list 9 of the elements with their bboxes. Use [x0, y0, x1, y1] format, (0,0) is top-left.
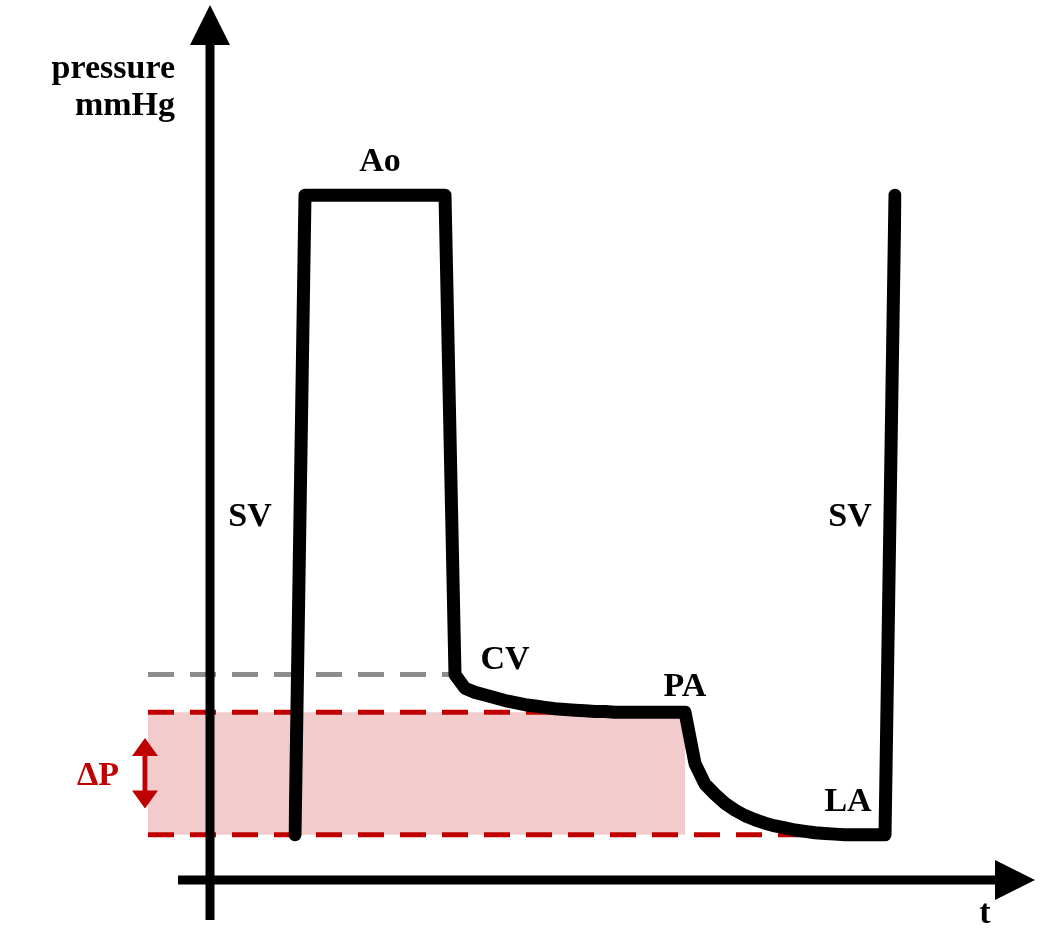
text: SV: [228, 496, 272, 534]
band-label: ΔP: [76, 754, 120, 793]
annotation: CV: [480, 639, 530, 677]
annotation: SV: [828, 496, 872, 534]
x-axis-title: t: [979, 893, 991, 931]
text: Ao: [359, 141, 401, 179]
annotation: LA: [824, 781, 872, 819]
annotation: PA: [663, 666, 707, 704]
y-axis-title: pressure mmHg: [50, 48, 175, 123]
